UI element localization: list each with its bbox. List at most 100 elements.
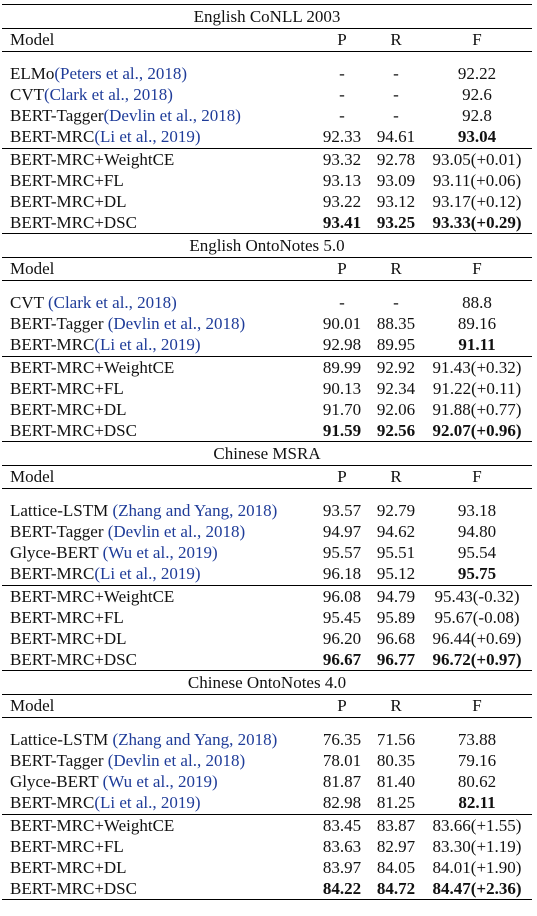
value-cell: 91.70	[322, 400, 362, 419]
model-name: BERT-Tagger	[10, 314, 104, 333]
value-cell: 94.79	[376, 587, 416, 606]
model-cell: BERT-MRC(Li et al., 2019)	[2, 792, 314, 813]
data-row: BERT-MRC(Li et al., 2019) 92.33 94.61 93.04	[2, 126, 532, 147]
model-name: BERT-MRC+FL	[10, 837, 124, 856]
model-name: BERT-Tagger	[10, 751, 104, 770]
value-cell: 96.20	[322, 629, 362, 648]
model-cell: Glyce-BERT (Wu et al., 2019)	[2, 771, 314, 792]
model-name: Lattice-LSTM	[10, 730, 109, 749]
value-cell: 89.99	[322, 358, 362, 377]
value-cell: 95.43(-0.32)	[434, 587, 520, 606]
value-cell: 95.12	[376, 564, 416, 583]
value-cell: 93.09	[376, 171, 416, 190]
value-cell: 90.01	[322, 314, 362, 333]
data-row: BERT-Tagger (Devlin et al., 2018) 78.01 80…	[2, 750, 532, 771]
header-cell: P	[337, 696, 347, 715]
data-row: Lattice-LSTM (Zhang and Yang, 2018) 76.35…	[2, 729, 532, 750]
value-cell: 92.07(+0.96)	[432, 421, 522, 440]
header-cell: R	[390, 259, 402, 278]
citation: (Wu et al., 2019)	[98, 772, 218, 791]
citation: (Clark et al., 2018)	[44, 85, 173, 104]
row-group: Lattice-LSTM (Zhang and Yang, 2018) 93.57…	[2, 489, 532, 585]
data-row: CVT (Clark et al., 2018) - - 88.8	[2, 292, 532, 313]
value-cell: 96.77	[376, 650, 416, 669]
value-cell: 94.62	[376, 522, 416, 541]
value-cell: 82.11	[458, 793, 496, 812]
data-row: BERT-MRC(Li et al., 2019) 82.98 81.25 82.11	[2, 792, 532, 813]
model-cell: BERT-MRC+WeightCE	[2, 586, 314, 607]
header-cell: P	[337, 259, 347, 278]
data-row: BERT-MRC+FL 95.45 95.89 95.67(-0.08)	[2, 607, 532, 628]
model-cell: BERT-MRC+WeightCE	[2, 149, 314, 170]
value-cell: 76.35	[322, 730, 362, 749]
model-cell: CVT(Clark et al., 2018)	[2, 84, 314, 105]
row-group: Lattice-LSTM (Zhang and Yang, 2018) 76.35…	[2, 718, 532, 814]
value-cell: -	[339, 64, 345, 83]
model-name: BERT-MRC+FL	[10, 379, 124, 398]
data-row: BERT-MRC+WeightCE 96.08 94.79 95.43(-0.32)	[2, 586, 532, 607]
model-name: BERT-MRC+WeightCE	[10, 150, 175, 169]
citation: (Clark et al., 2018)	[43, 293, 177, 312]
value-cell: 83.30(+1.19)	[432, 837, 522, 856]
value-cell: 95.57	[322, 543, 362, 562]
value-cell: 92.34	[376, 379, 416, 398]
value-cell: 83.63	[322, 837, 362, 856]
model-name: ELMo	[10, 64, 55, 83]
value-cell: 91.22(+0.11)	[432, 379, 522, 398]
value-cell: 93.17(+0.12)	[432, 192, 522, 211]
value-cell: 91.11	[458, 335, 496, 354]
model-name: BERT-MRC+DL	[10, 858, 127, 877]
value-cell: 73.88	[457, 730, 497, 749]
value-cell: 92.22	[457, 64, 497, 83]
model-cell: BERT-MRC(Li et al., 2019)	[2, 563, 314, 584]
value-cell: 91.43(+0.32)	[432, 358, 522, 377]
header-row: Model P R F	[2, 465, 532, 489]
value-cell: 92.33	[322, 127, 362, 146]
results-tables: English CoNLL 2003 Model P R F ELMo(Peters et…	[2, 4, 532, 900]
model-name: BERT-MRC+DSC	[10, 650, 137, 669]
value-cell: 93.41	[322, 213, 362, 232]
data-row: ELMo(Peters et al., 2018) - - 92.22	[2, 63, 532, 84]
value-cell: 83.87	[376, 816, 416, 835]
model-name: BERT-MRC+DL	[10, 400, 127, 419]
value-cell: 96.72(+0.97)	[432, 650, 522, 669]
table-section: English OntoNotes 5.0 Model P R F CVT (Clark …	[2, 233, 532, 441]
data-row: BERT-MRC+DL 93.22 93.12 93.17(+0.12)	[2, 191, 532, 212]
model-cell: BERT-MRC+FL	[2, 607, 314, 628]
value-cell: 90.13	[322, 379, 362, 398]
model-cell: Lattice-LSTM (Zhang and Yang, 2018)	[2, 729, 314, 750]
value-cell: 71.56	[376, 730, 416, 749]
model-name: Glyce-BERT	[10, 772, 99, 791]
model-cell: BERT-MRC(Li et al., 2019)	[2, 126, 314, 147]
model-cell: ELMo(Peters et al., 2018)	[2, 63, 314, 84]
model-name: BERT-MRC+DL	[10, 629, 127, 648]
table-section: Chinese MSRA Model P R F Lattice-LSTM (Zhang …	[2, 441, 532, 670]
data-row: BERT-Tagger (Devlin et al., 2018) 90.01 88…	[2, 313, 532, 334]
table-section: Chinese OntoNotes 4.0 Model P R F Lattice-LST…	[2, 670, 532, 900]
model-cell: BERT-Tagger (Devlin et al., 2018)	[2, 521, 314, 542]
model-cell: BERT-MRC+WeightCE	[2, 357, 314, 378]
value-cell: 95.67(-0.08)	[434, 608, 520, 627]
value-cell: 96.44(+0.69)	[432, 629, 522, 648]
section-title: English OntoNotes 5.0	[189, 236, 345, 255]
data-row: Glyce-BERT (Wu et al., 2019) 95.57 95.51 95…	[2, 542, 532, 563]
citation: (Li et al., 2019)	[94, 127, 201, 146]
value-cell: 80.62	[457, 772, 497, 791]
value-cell: 84.05	[376, 858, 416, 877]
section-title: English CoNLL 2003	[193, 7, 341, 26]
data-row: BERT-MRC+FL 90.13 92.34 91.22(+0.11)	[2, 378, 532, 399]
header-row: Model P R F	[2, 694, 532, 718]
model-name: BERT-MRC	[10, 793, 95, 812]
value-cell: 92.98	[322, 335, 362, 354]
value-cell: -	[393, 85, 399, 104]
model-cell: BERT-MRC(Li et al., 2019)	[2, 334, 314, 355]
row-group: BERT-MRC+WeightCE 83.45 83.87 83.66(+1.55) B…	[2, 814, 532, 899]
value-cell: 93.11(+0.06)	[432, 171, 522, 190]
value-cell: -	[393, 293, 399, 312]
table-section: English CoNLL 2003 Model P R F ELMo(Peters et…	[2, 4, 532, 233]
model-cell: BERT-MRC+WeightCE	[2, 815, 314, 836]
value-cell: 80.35	[376, 751, 416, 770]
model-name: BERT-MRC+DSC	[10, 879, 137, 898]
citation: (Li et al., 2019)	[94, 793, 201, 812]
model-name: Glyce-BERT	[10, 543, 99, 562]
